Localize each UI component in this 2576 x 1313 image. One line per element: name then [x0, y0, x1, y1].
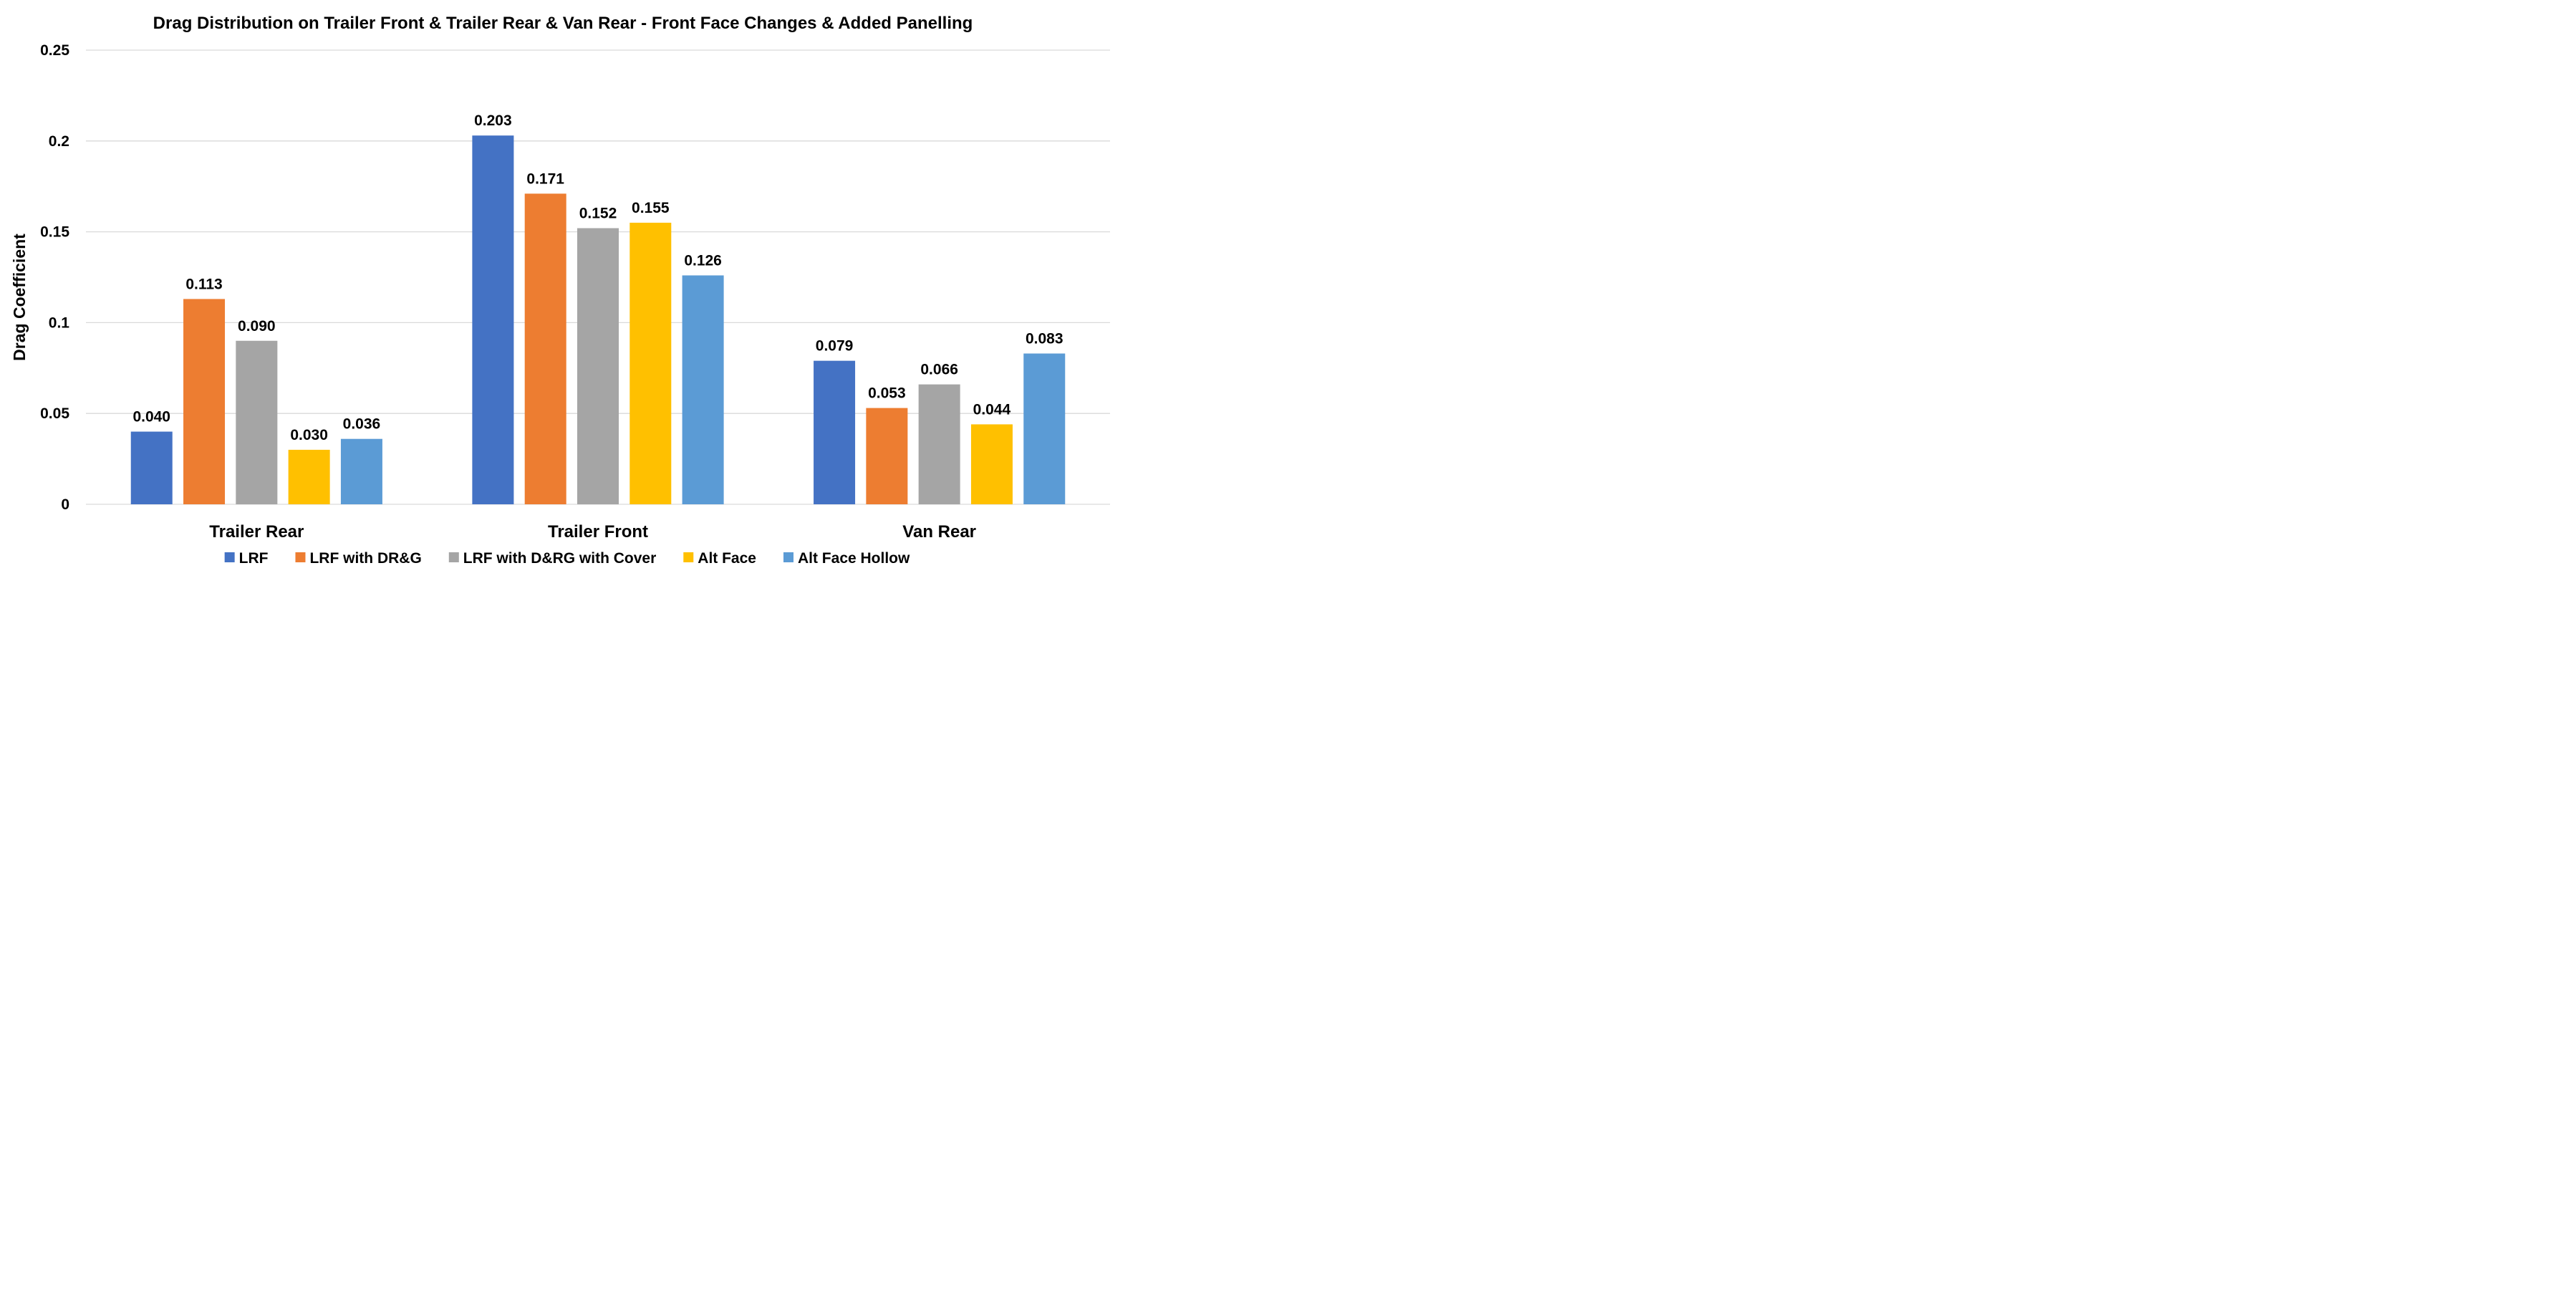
y-axis-label: Drag Coefficient [10, 234, 29, 361]
data-label: 0.083 [1026, 331, 1063, 347]
legend-item: LRF with DR&G [295, 550, 422, 567]
y-tick-label: 0 [61, 496, 69, 513]
data-label: 0.040 [132, 409, 170, 425]
chart-title: Drag Distribution on Trailer Front & Tra… [153, 14, 973, 33]
legend-label: Alt Face [698, 550, 756, 567]
bar [814, 360, 856, 504]
data-label: 0.113 [185, 276, 222, 292]
x-category-label: Trailer Front [548, 522, 648, 542]
x-category-label: Van Rear [902, 522, 976, 542]
data-label: 0.030 [290, 427, 328, 443]
legend-label: LRF [239, 550, 269, 567]
bar [340, 438, 382, 504]
x-axis-categories: Trailer Rear Trailer Front Van Rear [209, 522, 976, 542]
legend-swatch [683, 552, 694, 562]
data-labels: 0.040 0.113 0.090 0.030 0.036 0.203 0.171 0.152… [132, 112, 1063, 443]
bars [130, 135, 1066, 504]
chart: Drag Distribution on Trailer Front & Tra… [10, 14, 1110, 567]
legend-label: Alt Face Hollow [798, 550, 910, 567]
bar [629, 222, 672, 504]
legend-label: LRF with DR&G [309, 550, 421, 567]
bar [1023, 353, 1066, 504]
y-tick-label: 0.05 [40, 405, 69, 422]
data-label: 0.126 [684, 252, 722, 269]
legend-label: LRF with D&RG with Cover [463, 550, 657, 567]
legend: LRF LRF with DR&G LRF with D&RG with Cover… [224, 550, 910, 567]
data-label: 0.155 [632, 200, 670, 216]
legend-item: Alt Face Hollow [783, 550, 910, 567]
bar [682, 275, 724, 504]
data-label: 0.090 [238, 318, 276, 335]
bar [970, 424, 1013, 504]
legend-item: Alt Face [683, 550, 756, 567]
data-label: 0.036 [343, 416, 381, 433]
bar [866, 408, 908, 504]
bar [183, 299, 226, 504]
data-label: 0.044 [973, 401, 1011, 418]
legend-swatch [224, 552, 235, 562]
data-label: 0.066 [920, 362, 958, 378]
legend-swatch [295, 552, 306, 562]
y-tick-label: 0.25 [40, 42, 69, 59]
x-category-label: Trailer Rear [209, 522, 304, 542]
y-tick-label: 0.15 [40, 224, 69, 241]
legend-swatch [783, 552, 793, 562]
bar [288, 449, 330, 504]
bar [524, 193, 566, 504]
bar [918, 384, 960, 504]
data-label: 0.079 [816, 338, 854, 355]
bar [472, 135, 514, 504]
data-label: 0.053 [868, 385, 906, 402]
y-tick-label: 0.2 [49, 133, 69, 150]
y-tick-label: 0.1 [49, 314, 70, 331]
legend-item: LRF [224, 550, 269, 567]
data-label: 0.152 [579, 206, 617, 222]
bar [130, 431, 173, 504]
data-label: 0.171 [526, 170, 564, 187]
y-axis-ticks: 0 0.05 0.1 0.15 0.2 0.25 [40, 42, 69, 513]
bar [577, 228, 619, 504]
data-label: 0.203 [474, 112, 512, 129]
legend-swatch [448, 552, 459, 562]
legend-item: LRF with D&RG with Cover [448, 550, 657, 567]
bar [236, 340, 278, 504]
